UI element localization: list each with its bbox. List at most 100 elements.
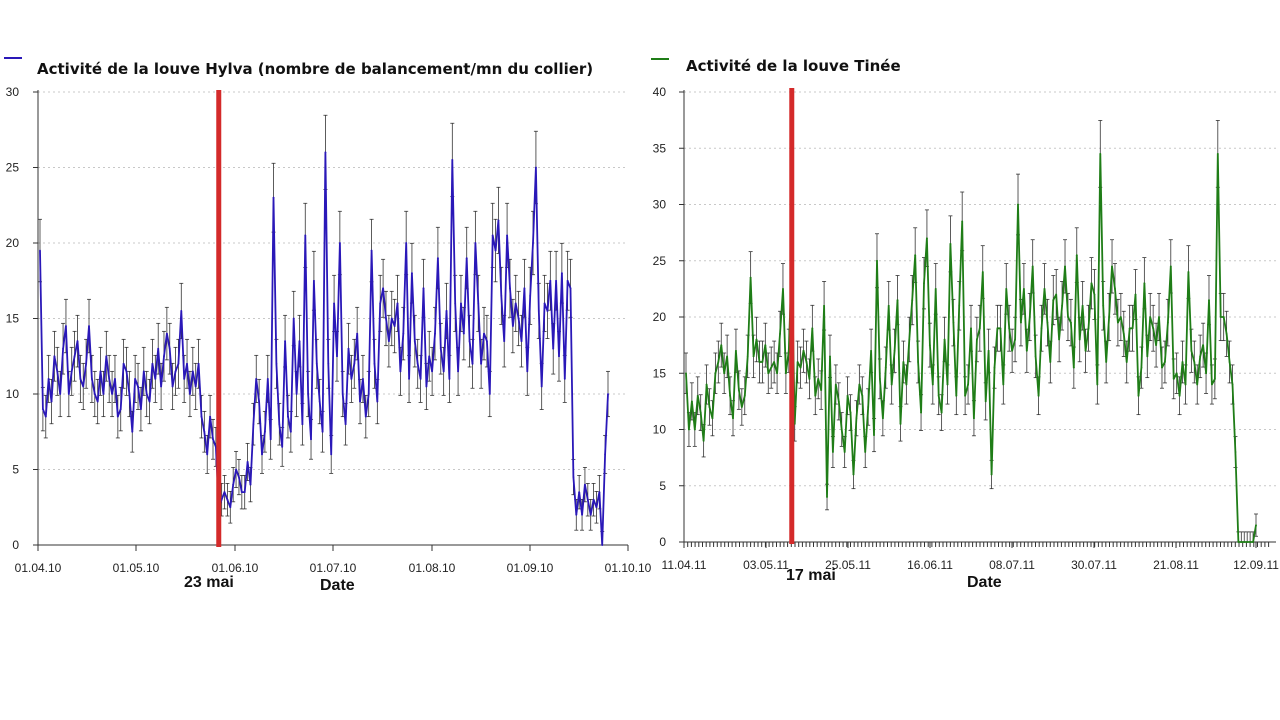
data-point-0-101: [330, 453, 333, 456]
data-point-1-171: [1187, 271, 1190, 273]
data-point-0-121: [387, 340, 390, 343]
data-point-1-114: [1020, 321, 1022, 324]
data-point-1-136: [1084, 349, 1087, 352]
x-tick-label-1-5: 30.07.11: [1071, 558, 1117, 572]
data-point-0-81: [272, 196, 275, 199]
data-point-1-188: [1237, 541, 1240, 543]
data-point-1-81: [923, 282, 925, 285]
data-point-1-5: [699, 411, 702, 414]
data-point-1-116: [1025, 349, 1028, 352]
data-point-1-125: [1052, 299, 1055, 302]
data-point-1-99: [975, 338, 978, 341]
data-point-1-44: [814, 394, 817, 397]
data-point-1-59: [858, 383, 861, 386]
data-point-0-172: [535, 166, 537, 169]
data-point-0-161: [503, 340, 506, 343]
x-tick-label-1-6: 21.08.11: [1153, 558, 1199, 572]
data-point-1-72: [896, 299, 899, 302]
y-tick-label-0-30: 30: [6, 85, 20, 99]
data-point-0-143: [451, 159, 454, 161]
data-point-1-155: [1140, 366, 1143, 369]
data-point-0-150: [471, 362, 474, 365]
data-point-0-10: [67, 393, 70, 395]
data-point-1-138: [1090, 282, 1093, 285]
data-point-1-91: [952, 321, 955, 324]
data-point-1-96: [967, 383, 969, 386]
data-point-1-191: [1246, 541, 1249, 543]
data-point-0-26: [114, 378, 116, 380]
data-point-0-52: [189, 393, 191, 395]
data-point-0-147: [462, 332, 465, 335]
y-tick-label-0-25: 25: [6, 161, 20, 175]
data-point-1-110: [1008, 327, 1011, 330]
data-point-0-56: [200, 415, 203, 418]
data-point-1-38: [796, 361, 799, 363]
data-point-0-93: [307, 393, 310, 395]
data-point-1-159: [1152, 327, 1155, 330]
data-point-0-74: [252, 423, 255, 426]
data-point-0-191: [589, 513, 592, 516]
y-tick-label-1-40: 40: [653, 85, 667, 99]
data-point-0-138: [436, 257, 439, 259]
data-point-1-51: [834, 383, 837, 386]
data-point-1-41: [805, 361, 808, 363]
data-point-0-162: [506, 234, 508, 237]
data-point-1-190: [1243, 541, 1246, 543]
y-tick-label-0-20: 20: [6, 236, 20, 250]
data-point-1-165: [1169, 265, 1172, 268]
data-point-1-100: [978, 327, 981, 330]
data-point-0-190: [586, 498, 589, 501]
data-point-1-146: [1114, 287, 1116, 290]
data-point-0-46: [171, 385, 174, 388]
data-point-1-173: [1193, 361, 1196, 363]
x-axis-title-right: Date: [967, 574, 1002, 591]
data-point-0-187: [578, 491, 581, 494]
data-point-0-189: [584, 483, 586, 486]
data-point-0-97: [318, 400, 321, 403]
y-tick-label-0-10: 10: [6, 387, 20, 401]
data-point-0-123: [393, 325, 396, 327]
data-point-1-28: [767, 372, 770, 375]
data-point-0-183: [566, 279, 569, 282]
data-point-0-160: [500, 294, 503, 297]
data-point-0-90: [298, 340, 301, 343]
data-point-0-39: [151, 362, 154, 365]
data-point-1-47: [823, 304, 825, 307]
data-point-0-122: [390, 317, 393, 320]
data-point-0-156: [488, 393, 491, 395]
data-point-1-168: [1178, 394, 1181, 397]
x-tick-label-1-7: 12.09.11: [1233, 558, 1279, 572]
data-point-0-106: [344, 423, 347, 426]
data-point-0-188: [581, 513, 583, 516]
data-point-0-167: [520, 340, 523, 343]
data-point-0-22: [102, 393, 105, 395]
data-point-0-44: [165, 332, 168, 335]
data-point-0-163: [509, 287, 511, 290]
data-point-0-14: [79, 378, 82, 380]
data-point-0-117: [376, 400, 379, 403]
data-point-1-115: [1022, 287, 1025, 290]
data-point-0-119: [382, 287, 385, 290]
data-point-1-2: [690, 400, 693, 403]
data-point-1-150: [1125, 361, 1128, 363]
data-point-0-118: [379, 302, 382, 305]
data-point-0-184: [569, 287, 572, 290]
data-point-0-135: [428, 355, 431, 358]
x-tick-label-0-1: 01.05.10: [113, 561, 160, 575]
data-point-0-133: [422, 287, 425, 290]
data-point-1-143: [1105, 361, 1108, 363]
data-point-0-16: [85, 362, 88, 365]
data-point-0-120: [385, 317, 387, 320]
data-point-1-140: [1096, 383, 1099, 386]
x-tick-label-1-2: 25.05.11: [825, 558, 871, 572]
data-point-1-141: [1099, 152, 1102, 155]
data-point-1-52: [837, 400, 840, 403]
data-point-0-65: [226, 498, 229, 501]
data-point-1-88: [943, 338, 946, 341]
data-point-1-98: [973, 417, 975, 420]
data-point-0-8: [62, 347, 64, 350]
data-point-1-153: [1134, 293, 1137, 296]
data-point-1-185: [1228, 361, 1231, 363]
data-point-0-68: [235, 468, 237, 471]
data-point-1-124: [1049, 361, 1052, 363]
